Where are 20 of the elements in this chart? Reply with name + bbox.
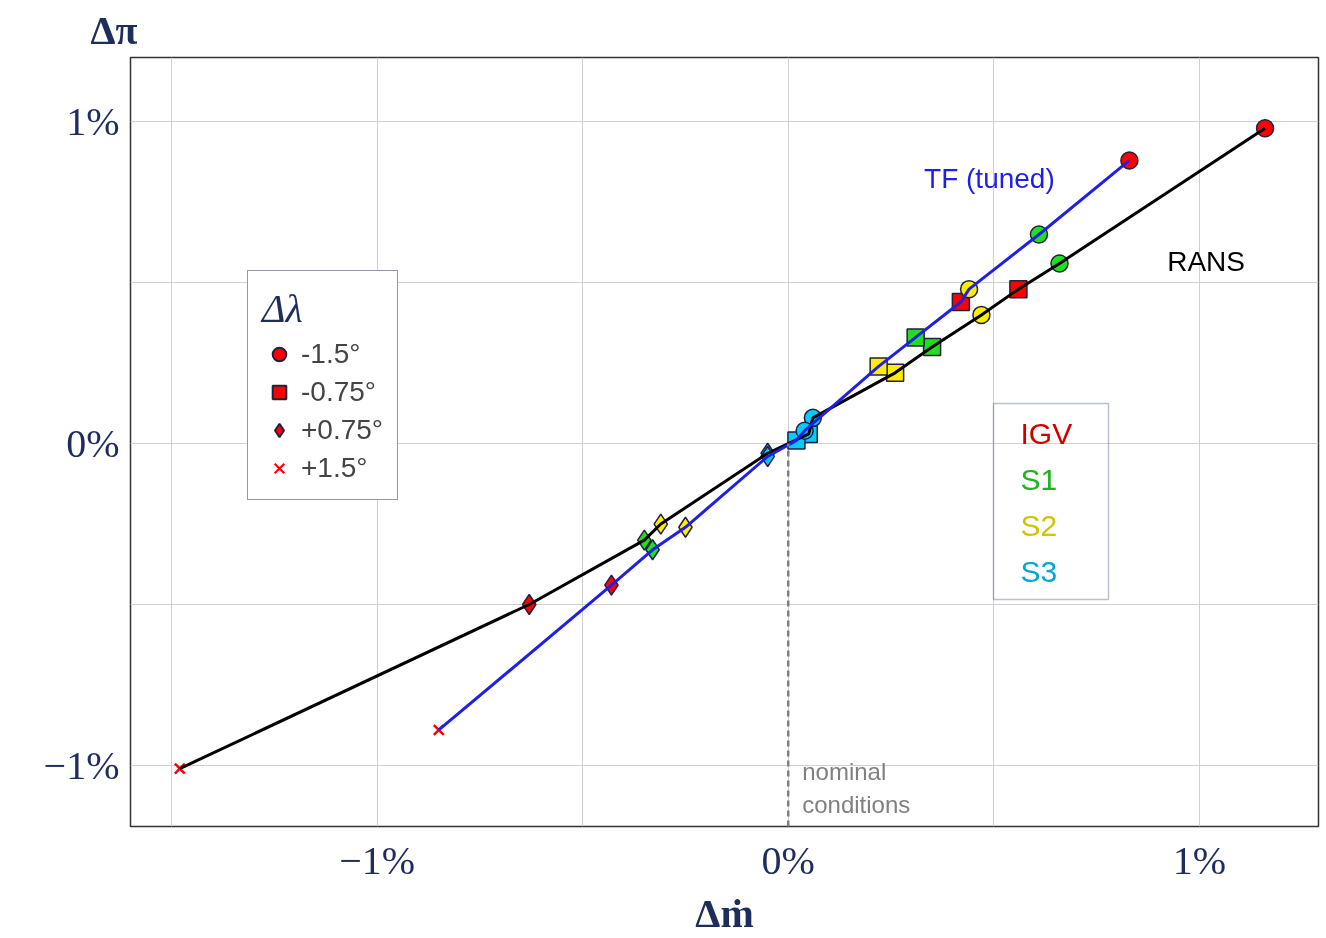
legend-label: +0.75° xyxy=(301,414,384,446)
series-label: TF (tuned) xyxy=(924,162,1055,194)
x-tick-label: −1% xyxy=(339,837,416,883)
y-tick-label: 1% xyxy=(66,99,120,145)
annotation: S1 xyxy=(1020,463,1058,496)
legend-label: -1.5° xyxy=(301,338,361,370)
annotation: S3 xyxy=(1020,555,1058,588)
legend-label: +1.5° xyxy=(301,452,368,484)
x-axis-title: Δṁ xyxy=(695,890,754,936)
x-tick-label: 1% xyxy=(1172,837,1226,883)
annotation: nominal conditions xyxy=(802,758,911,818)
y-axis-title: Δπ xyxy=(90,7,138,53)
annotation: IGV xyxy=(1020,417,1073,450)
y-tick-label: −1% xyxy=(43,742,120,788)
y-tick-label: 0% xyxy=(66,421,120,467)
annotation: S2 xyxy=(1020,509,1058,542)
legend-title: Δλ xyxy=(262,285,304,332)
x-tick-label: 0% xyxy=(761,837,815,883)
legend-label: -0.75° xyxy=(301,376,377,408)
series-label: RANS xyxy=(1167,245,1245,277)
